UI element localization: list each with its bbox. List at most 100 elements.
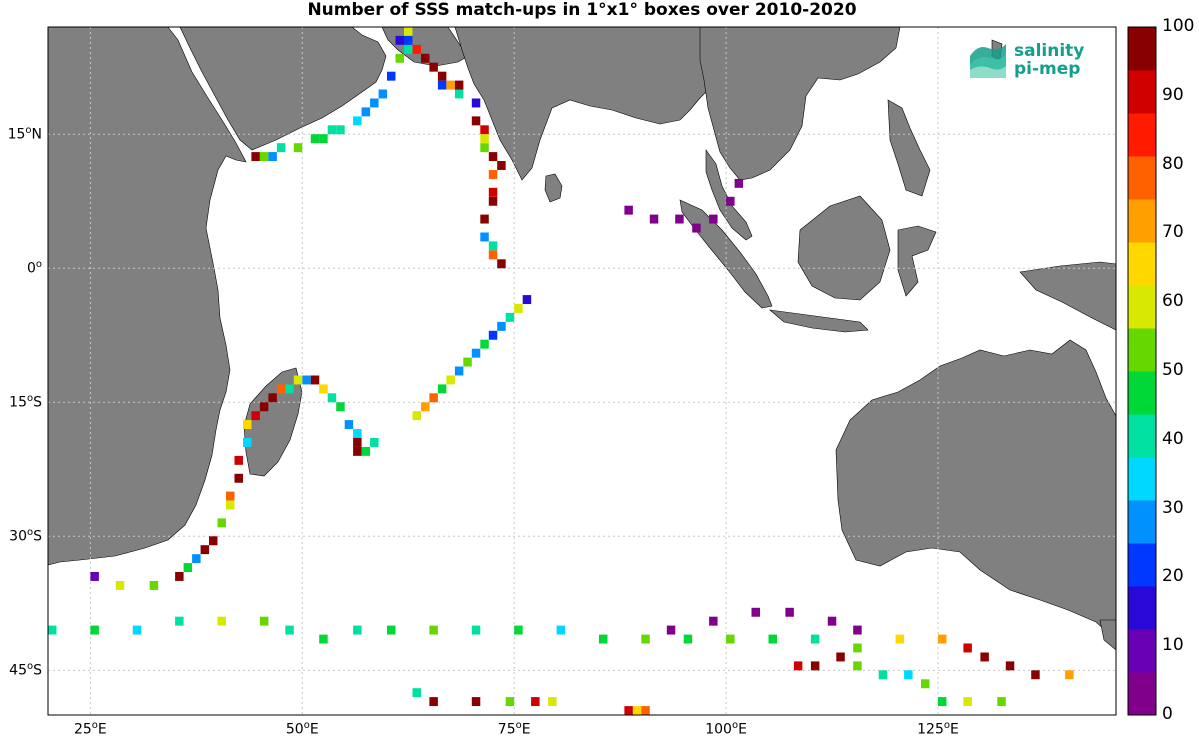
matchup-cell [734,178,744,188]
matchup-cell [751,607,760,617]
matchup-cell [404,44,413,54]
colorbar-segment [1128,113,1156,157]
matchup-cell [666,625,676,635]
matchup-cell [48,625,57,635]
latitude-tick-label: 15oS [9,393,42,411]
matchup-cell [395,35,404,45]
matchup-cell [853,625,862,635]
matchup-cell [421,53,430,63]
java-landmass [769,309,869,333]
matchup-cell [514,304,523,313]
colorbar-tick-label: 40 [1162,428,1184,449]
matchup-cell [90,625,99,635]
matchup-cell [378,89,388,99]
matchup-cell [319,634,328,644]
matchup-cell [497,259,506,269]
matchup-cell [302,375,311,385]
latitude-tick-label: 30oS [9,527,42,545]
matchup-cell [437,80,447,90]
matchup-cell [217,616,226,626]
colorbar [1128,27,1156,716]
matchup-cell [209,536,218,546]
matchup-cell [531,697,540,707]
matchup-cell [692,223,701,233]
matchup-cell [429,62,438,72]
colorbar-segment [1128,156,1156,200]
matchup-cell [200,545,210,555]
colorbar-tick-label: 50 [1162,360,1184,380]
matchup-cell [276,384,286,394]
malay-peninsula-landmass [705,149,753,241]
australia-landmass [835,339,1117,641]
matchup-cell [1065,670,1074,680]
matchup-cell [319,384,328,394]
matchup-cell [488,250,498,260]
matchup-cell [310,375,320,385]
matchup-cell [259,402,269,412]
matchup-cell [683,634,693,644]
matchup-cell [836,652,845,662]
longitude-tick-label: 50oE [285,720,319,738]
salinity-pi-mep-logo: salinity pi-mep [966,38,1106,88]
matchup-cell [361,107,371,117]
colorbar-segment [1128,242,1156,286]
arabia-landmass [179,26,387,151]
colorbar-tick-label: 30 [1162,497,1184,518]
wave-logo-icon [970,44,1006,78]
matchup-cell [878,670,888,680]
land-masses [47,26,1117,651]
colorbar-tick-label: 100 [1162,16,1195,36]
matchup-cell [234,455,243,465]
matchup-cell [641,634,650,644]
matchup-cell [183,563,193,573]
matchup-cell [938,697,947,707]
matchup-cell [327,393,337,403]
matchup-cell [437,71,447,81]
colorbar-segment [1128,457,1156,501]
matchup-cell [471,116,481,126]
matchup-cell [268,393,277,403]
matchup-cell [285,384,294,394]
matchup-cell [421,402,430,412]
matchup-cell [1031,670,1040,680]
matchup-cell [234,473,243,483]
matchup-cell [556,625,566,635]
matchup-cell [641,706,650,716]
matchup-cell [726,634,735,644]
matchup-cell [480,339,489,349]
matchup-cell [404,27,413,36]
matchup-cell [276,143,286,153]
matchup-cell [217,518,226,528]
matchup-cell [810,634,820,644]
matchup-cell [293,143,303,153]
matchup-cell [649,214,659,224]
matchup-cell [853,661,862,671]
matchup-cell [785,607,794,617]
matchup-cell [938,634,947,644]
matchup-cell [353,116,362,126]
matchup-cell [632,706,642,716]
africa-landmass [47,26,247,566]
matchup-cell [963,697,972,707]
longitude-tick-label: 100oE [705,720,747,738]
matchup-cell [370,438,379,447]
matchup-cell [175,572,184,581]
colorbar-tick-label: 60 [1162,291,1184,312]
colorbar-segment [1128,70,1156,114]
matchup-cell [810,661,820,671]
matchup-cell [497,161,506,170]
matchup-cell [310,134,320,144]
matchup-cell [497,321,506,331]
matchup-cell [226,491,235,501]
colorbar-segment [1128,543,1156,587]
colorbar-tick-label: 70 [1162,222,1184,243]
matchup-cell [895,634,905,644]
colorbar-segment [1128,672,1156,716]
borneo-landmass [797,195,891,301]
matchup-cell [115,581,125,590]
matchup-cell [226,500,235,510]
matchup-cell [429,393,438,403]
matchup-cell [251,411,260,421]
matchup-cell [327,125,337,135]
logo-text-pi-mep: pi-mep [1014,59,1081,79]
